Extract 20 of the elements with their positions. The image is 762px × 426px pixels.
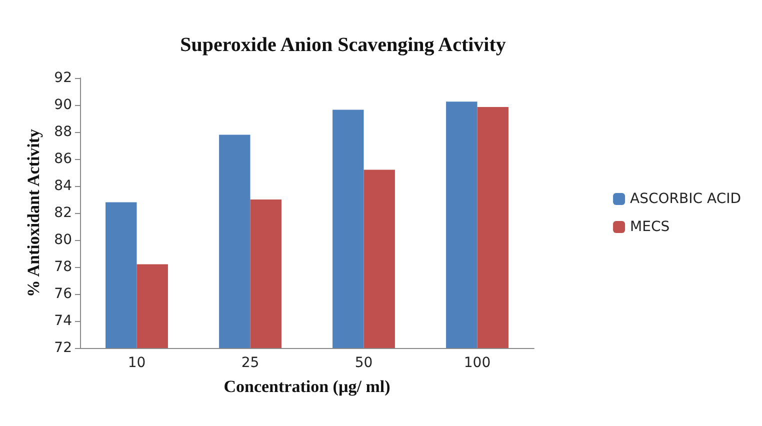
y-tick-label: 76 [54,286,72,302]
y-axis-title: % Antioxidant Activity [24,128,43,298]
x-tick-label: 50 [354,355,373,371]
legend-label: ASCORBIC ACID [630,191,742,207]
x-axis-title: Concentration (µg/ ml) [224,377,390,396]
y-tick-label: 82 [54,205,72,221]
x-tick-label: 10 [128,355,146,371]
y-tick-label: 88 [54,124,72,140]
y-tick-label: 74 [54,313,72,329]
y-tick-label: 80 [54,232,72,248]
x-tick-label: 25 [241,355,260,371]
y-tick-label: 90 [54,97,72,113]
y-tick-label: 84 [54,178,72,194]
legend-label: MECS [630,219,670,235]
chart-title: Superoxide Anion Scavenging Activity [180,34,506,56]
y-tick-label: 86 [54,151,72,167]
y-tick-label: 92 [54,70,72,86]
x-tick-label: 100 [464,355,491,371]
y-tick-label: 72 [54,340,72,356]
y-tick-label: 78 [54,259,72,275]
